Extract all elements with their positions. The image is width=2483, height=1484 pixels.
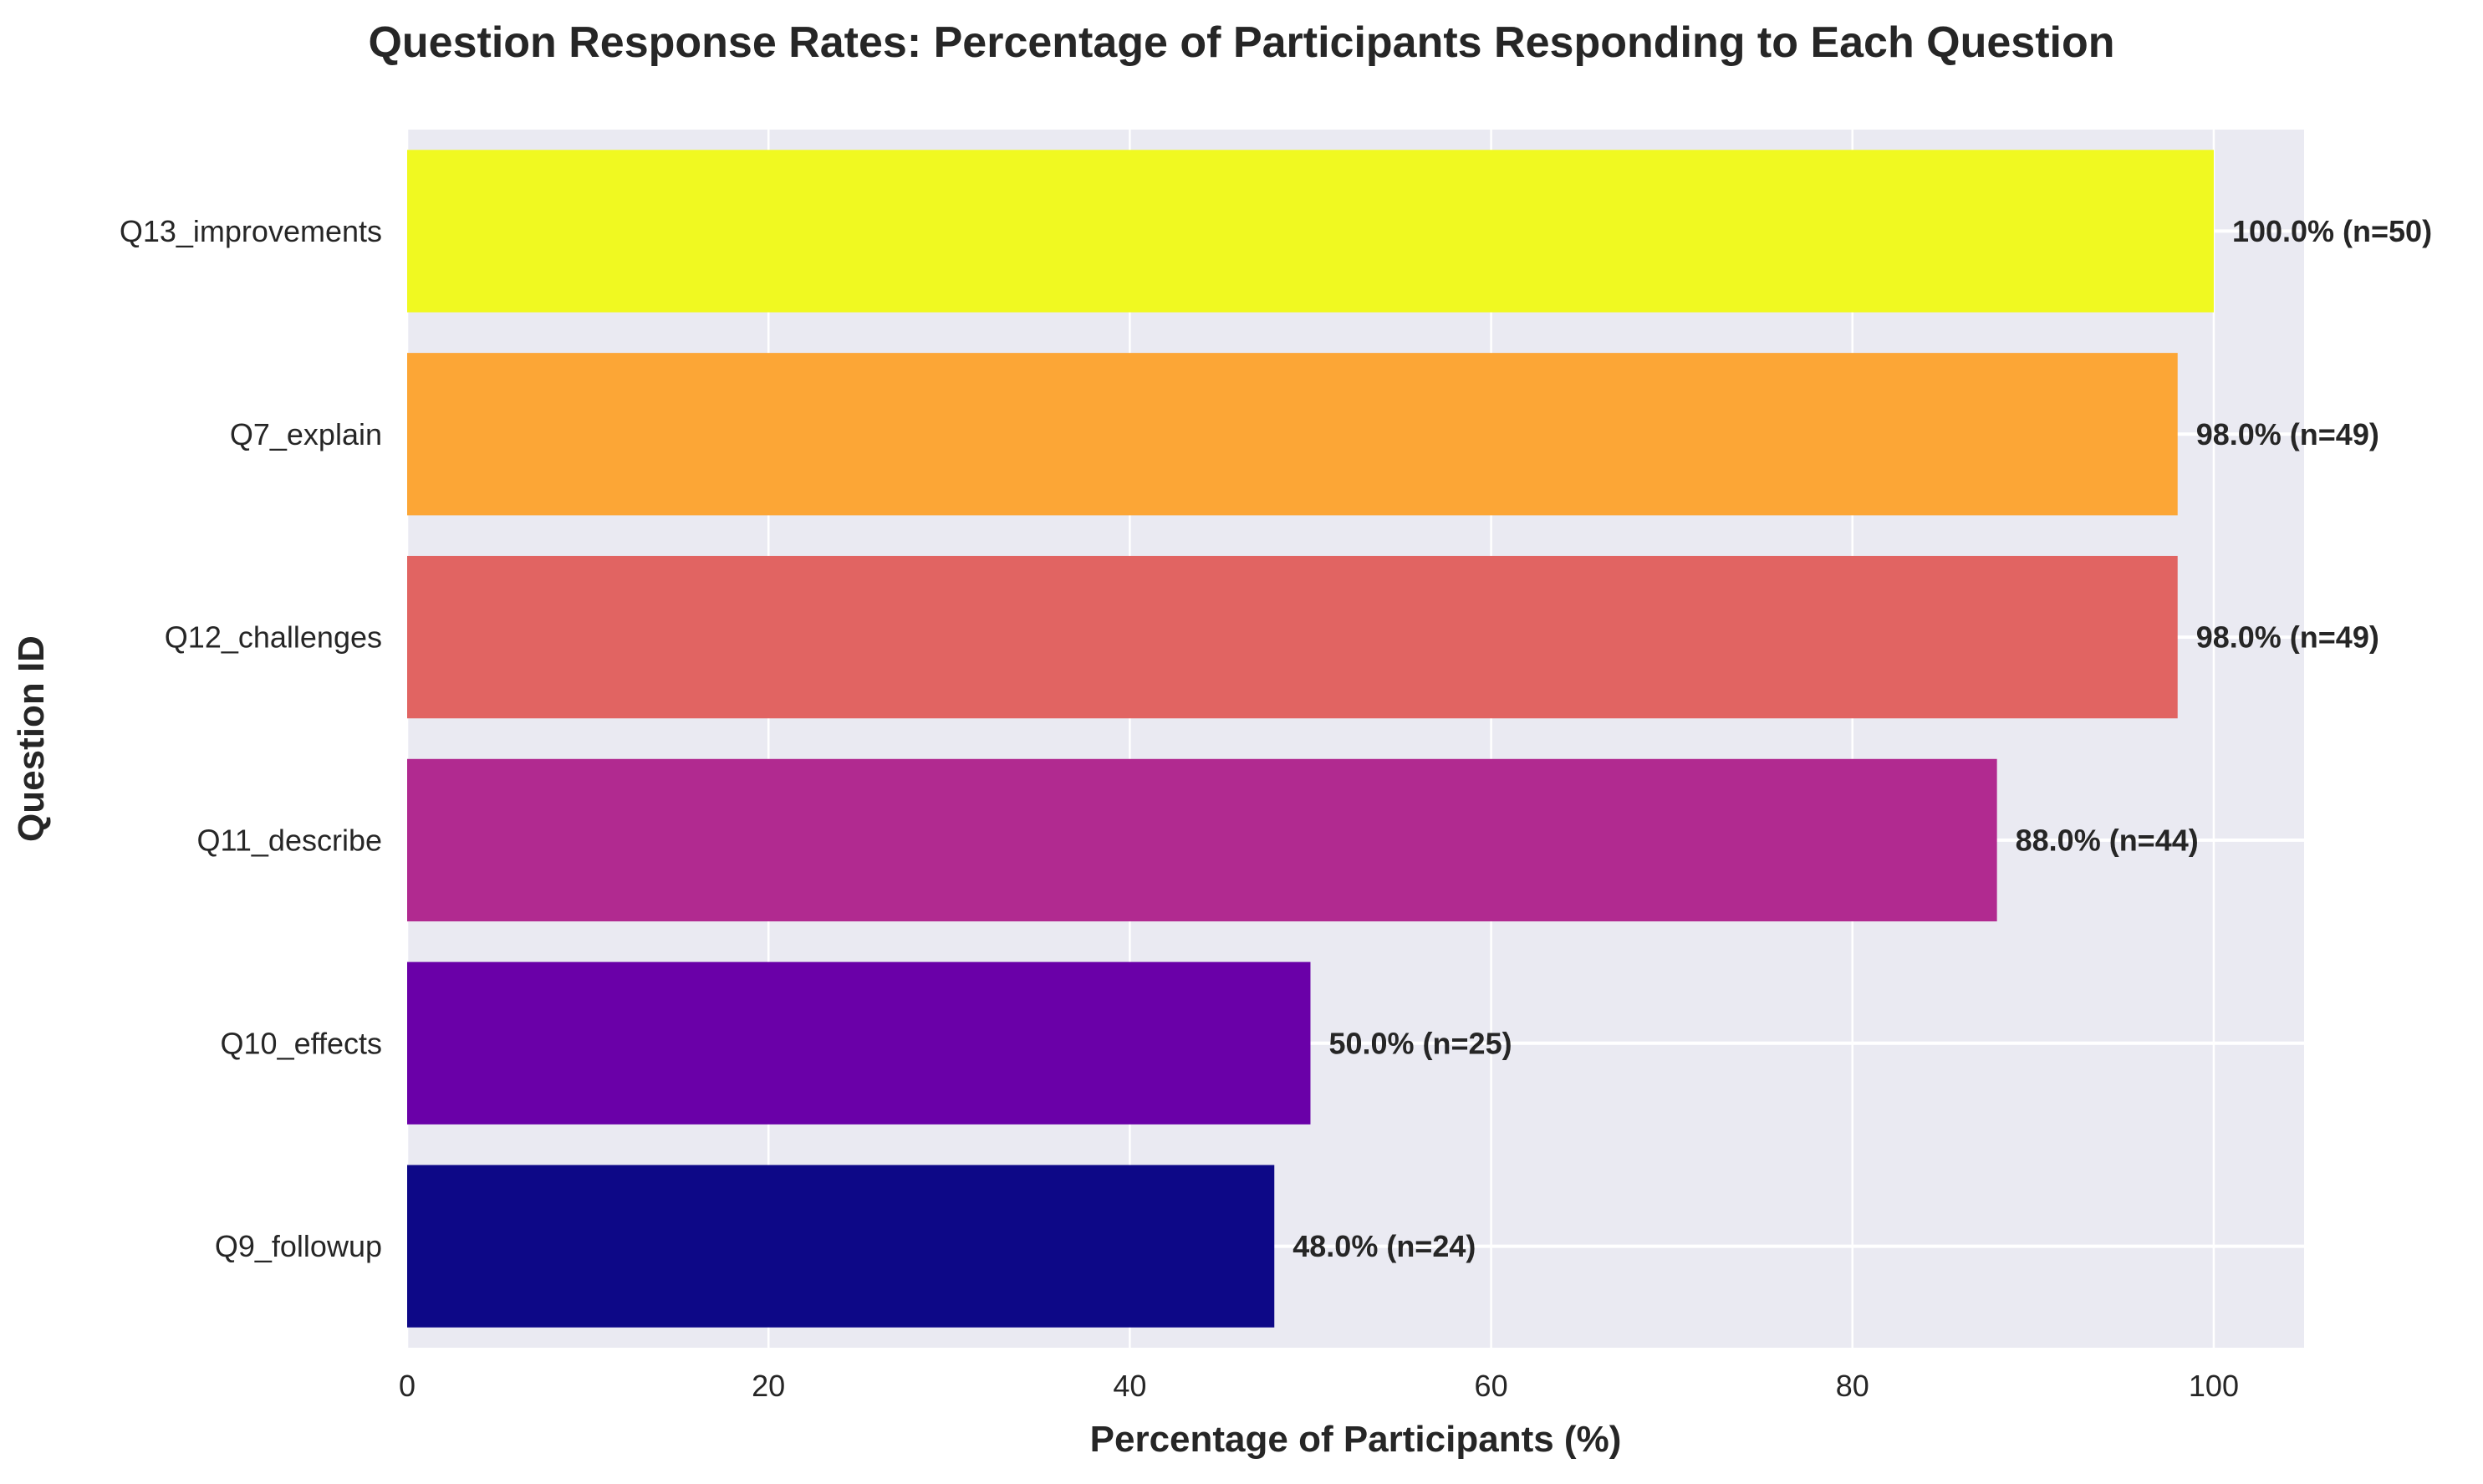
x-tick-labels: 0 20 40 60 80 100 [399,1369,2239,1403]
y-axis-label: Question ID [11,635,52,842]
x-tick-label: 60 [1475,1369,1508,1403]
plot-area [407,130,2304,1348]
bar-labels: 100.0% (n=50) 98.0% (n=49) 98.0% (n=49) 88.… [1292,214,2432,1263]
bar-Q11_describe [407,758,1997,922]
bar-label-Q12_challenges: 98.0% (n=49) [2196,620,2379,655]
y-tick-label: Q9_followup [215,1229,382,1263]
x-tick-label: 20 [752,1369,785,1403]
y-tick-label: Q12_challenges [165,620,382,655]
chart-title: Question Response Rates: Percentage of P… [368,18,2114,67]
bars [407,150,2214,1328]
bar-label-Q9_followup: 48.0% (n=24) [1292,1229,1476,1263]
y-tick-label: Q10_effects [221,1026,382,1060]
bar-Q13_improvements [407,150,2214,313]
y-tick-label: Q7_explain [230,417,382,451]
bar-label-Q13_improvements: 100.0% (n=50) [2232,214,2432,248]
x-tick-label: 0 [399,1369,416,1403]
y-tick-labels: Q13_improvements Q7_explain Q12_challenges… [120,214,382,1263]
x-tick-label: 100 [2189,1369,2239,1403]
x-axis-label: Percentage of Participants (%) [1090,1419,1622,1460]
bar-Q7_explain [407,353,2178,516]
y-tick-label: Q13_improvements [120,214,382,248]
bar-Q9_followup [407,1165,1275,1328]
x-tick-label: 40 [1113,1369,1146,1403]
bar-label-Q7_explain: 98.0% (n=49) [2196,417,2379,451]
y-tick-label: Q11_describe [197,823,382,857]
bar-label-Q11_describe: 88.0% (n=44) [2016,823,2199,857]
bar-Q10_effects [407,961,1311,1124]
x-tick-label: 80 [1836,1369,1869,1403]
bar-Q12_challenges [407,555,2178,719]
bar-label-Q10_effects: 50.0% (n=25) [1328,1026,1512,1060]
